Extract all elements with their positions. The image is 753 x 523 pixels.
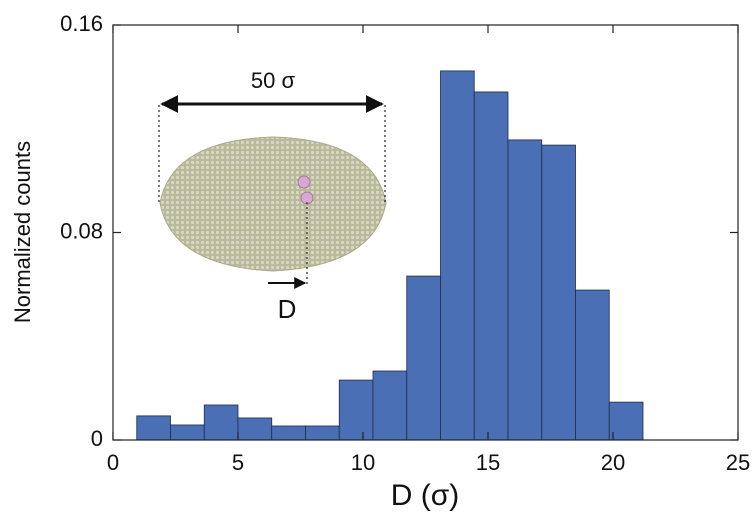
particle [297,175,311,189]
bar [136,415,171,441]
bar [541,144,576,441]
x-axis-label: D (σ) [391,479,460,512]
x-tick-label: 10 [351,450,375,475]
bar [203,404,239,441]
bar [575,289,610,441]
x-tick-label: 0 [107,450,119,475]
x-tick-label: 5 [232,450,244,475]
bar [608,401,644,441]
x-tick-label: 15 [476,450,500,475]
bar [271,425,306,441]
bar [406,275,441,441]
y-tick-label: 0.16 [60,11,103,36]
x-tick-label: 20 [601,450,625,475]
bar [237,417,273,441]
bar [305,425,340,441]
inset: 50 σ D [158,68,387,324]
annotation: D [278,294,297,324]
y-tick-label: 0.08 [60,218,103,243]
bar [372,370,408,441]
x-tick-label: 25 [726,450,750,475]
plot-area: 0 5 10 15 20 25 0 0.08 0.16 [60,11,750,475]
bar [507,139,543,441]
bar [170,424,205,441]
y-axis-label: Normalized counts [10,141,35,323]
bar [473,91,509,441]
vesicle [159,136,387,272]
bar [440,70,475,441]
y-tick-label: 0 [91,426,103,451]
bar [338,379,374,441]
annotation: 50 σ [251,68,296,93]
